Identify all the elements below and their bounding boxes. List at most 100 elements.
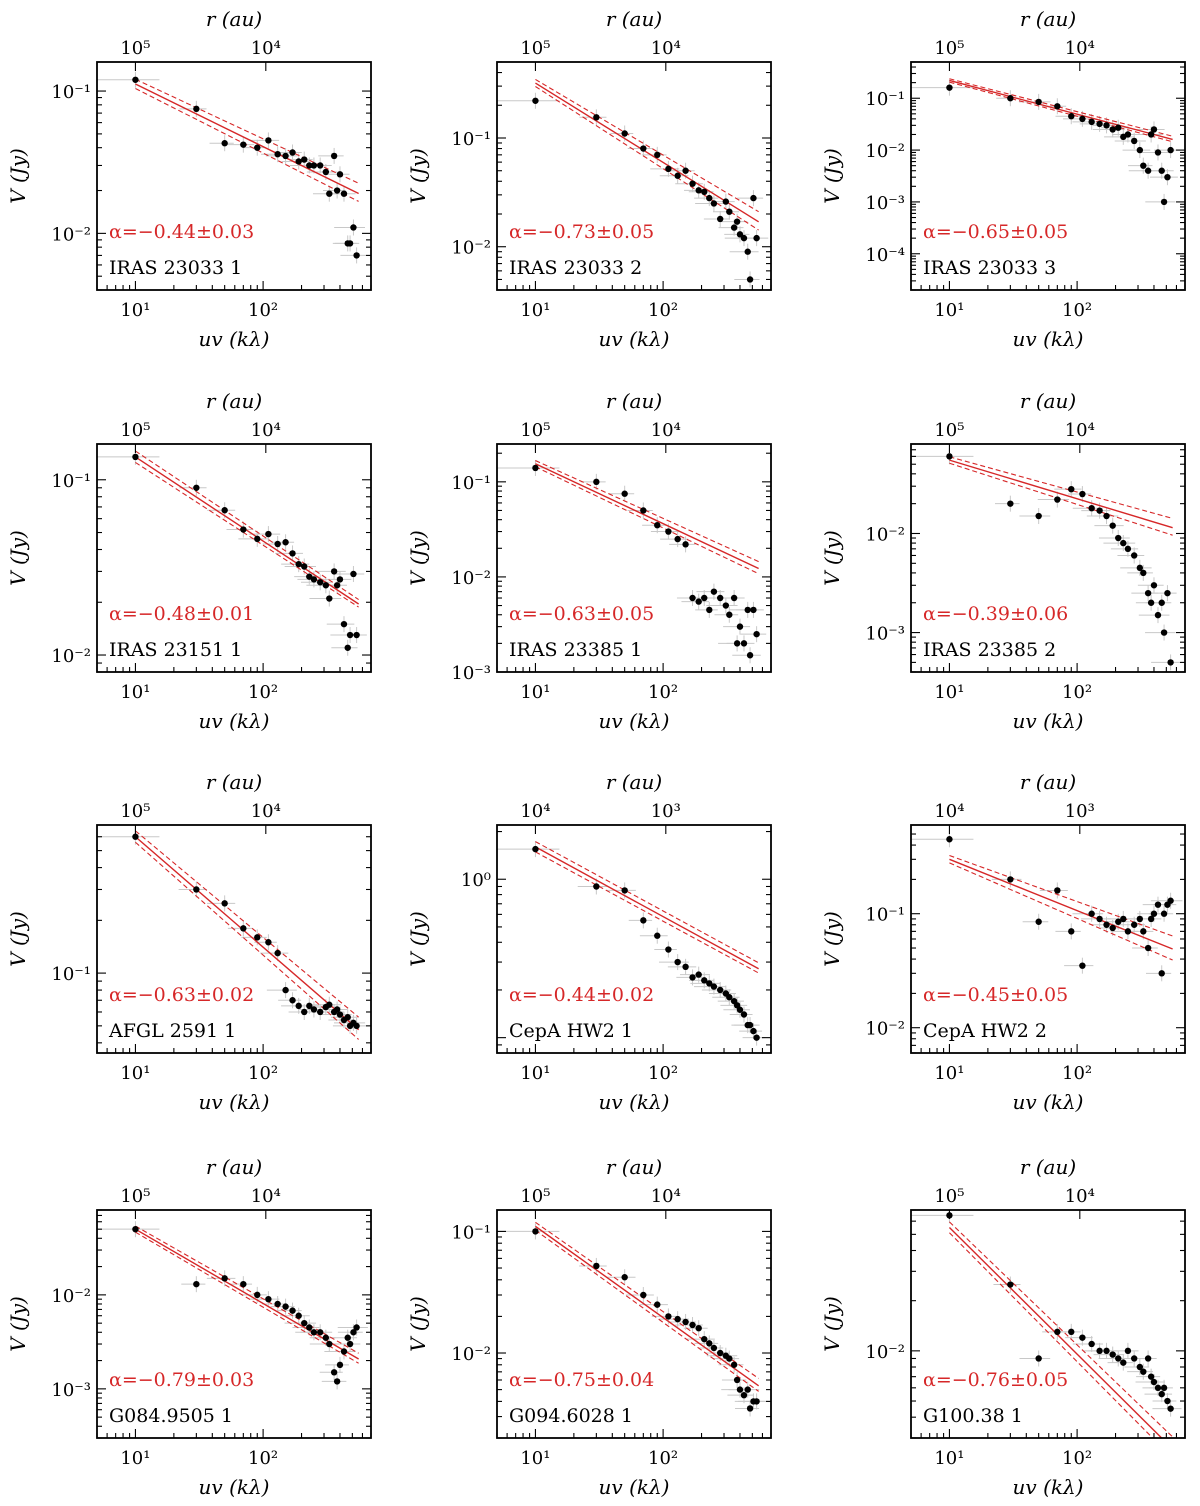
plot-frame (497, 1210, 771, 1438)
data-point (621, 1274, 627, 1280)
alpha-annotation: α=−0.65±0.05 (923, 221, 1068, 243)
data-point (326, 595, 332, 601)
data-point (254, 1292, 260, 1298)
source-label: G094.6028 1 (509, 1405, 633, 1427)
source-label: IRAS 23033 1 (109, 257, 242, 279)
data-point (301, 156, 307, 162)
fit-line (135, 457, 358, 604)
data-point (665, 946, 671, 952)
chart-panel-1: 10¹ 10²10⁻²10⁻¹10⁵ 10⁴uv (kλ)r (au)V (Jy)α… (6, 7, 371, 351)
top-axis-label: r (au) (206, 389, 262, 413)
fit-upper-bound (135, 1226, 358, 1353)
data-point (1096, 1348, 1102, 1354)
y-tick-label: 10⁻² (451, 1344, 491, 1365)
data-point (753, 235, 759, 241)
data-point (593, 1263, 599, 1269)
plot-area (909, 79, 1180, 210)
x-axis-label: uv (kλ) (199, 1475, 270, 1499)
data-point (654, 1301, 660, 1307)
alpha-annotation: α=−0.45±0.05 (923, 984, 1068, 1006)
data-point (265, 137, 271, 143)
data-point (306, 1324, 312, 1330)
alpha-annotation: α=−0.63±0.05 (509, 603, 654, 625)
data-point (1148, 600, 1154, 606)
fit-line (949, 859, 1172, 949)
data-point (317, 1329, 323, 1335)
top-tick-label: 10⁴ (251, 420, 281, 441)
chart-panel-6: 10¹ 10²10⁻³10⁻²10⁵ 10⁴uv (kλ)r (au)V (Jy)α… (820, 389, 1185, 733)
data-point (1035, 919, 1041, 925)
x-axis-label: uv (kλ) (199, 709, 270, 733)
y-tick-label: 10⁻¹ (451, 1222, 491, 1243)
y-axis-label: V (Jy) (820, 1296, 844, 1352)
chart-panel-10: 10¹ 10² 10⁻³ 10⁻² 10⁵ 10⁴ uv (kλ) r (au) V (Jy) α… (6, 1155, 371, 1499)
data-point (1167, 1405, 1173, 1411)
data-point (741, 1392, 747, 1398)
source-label: IRAS 23385 2 (923, 639, 1056, 661)
data-point (747, 652, 753, 658)
plot-frame (911, 825, 1185, 1053)
fit-upper-bound (135, 79, 358, 183)
data-point (1088, 1341, 1094, 1347)
data-point (334, 1378, 340, 1384)
source-label: CepA HW2 1 (509, 1020, 633, 1042)
data-point (282, 987, 288, 993)
data-point (311, 162, 317, 168)
data-point (1145, 1355, 1151, 1361)
fit-lower-bound (535, 87, 758, 231)
data-point (345, 1014, 351, 1020)
data-point (1096, 507, 1102, 513)
data-point (311, 1329, 317, 1335)
data-point (1035, 1355, 1041, 1361)
data-point (665, 1313, 671, 1319)
plot-frame (497, 825, 771, 1053)
y-axis-label: V (Jy) (6, 911, 30, 967)
top-tick-label: 10⁵ (934, 38, 964, 59)
data-point (350, 224, 356, 230)
data-point (221, 900, 227, 906)
top-tick-label: 10⁵ (120, 38, 150, 59)
data-point (301, 1320, 307, 1326)
alpha-annotation: α=−0.48±0.01 (109, 603, 254, 625)
alpha-annotation: α=−0.63±0.02 (109, 984, 254, 1006)
data-point (240, 1281, 246, 1287)
x-tick-label: 10¹ (120, 1063, 150, 1084)
plot-area (95, 1221, 368, 1389)
top-tick-label: 10⁵ (120, 420, 150, 441)
alpha-annotation: α=−0.79±0.03 (109, 1369, 254, 1391)
top-axis-label: r (au) (606, 1155, 662, 1179)
data-point (254, 934, 260, 940)
data-point (689, 1322, 695, 1328)
chart-panel-9: 10¹ 10²10⁻²10⁻¹10⁴ 10³uv (kλ)r (au)V (Jy)α… (820, 770, 1185, 1114)
plot-frame (97, 444, 371, 672)
data-point (532, 846, 538, 852)
data-point (621, 887, 627, 893)
fit-lower-bound (535, 1230, 758, 1391)
plot-frame (911, 62, 1185, 290)
data-point (532, 1228, 538, 1234)
source-label: IRAS 23033 2 (509, 257, 642, 279)
data-point (331, 153, 337, 159)
data-point (1131, 922, 1137, 928)
data-point (726, 612, 732, 618)
x-axis-label: uv (kλ) (599, 327, 670, 351)
data-point (665, 166, 671, 172)
alpha-annotation: α=−0.44±0.03 (109, 221, 254, 243)
data-point (337, 1011, 343, 1017)
data-point (717, 216, 723, 222)
data-point (1079, 1334, 1085, 1340)
y-tick-label: 10⁻¹ (865, 89, 905, 110)
data-point (1161, 199, 1167, 205)
data-point (347, 1341, 353, 1347)
data-point (731, 224, 737, 230)
plot-frame (911, 1210, 1185, 1438)
fit-line (949, 460, 1172, 528)
y-tick-label: 10⁻² (865, 524, 905, 545)
fit-upper-bound (535, 79, 758, 211)
data-point (1109, 126, 1115, 132)
top-tick-label: 10³ (651, 801, 681, 822)
x-tick-label: 10² (248, 1448, 278, 1469)
y-tick-label: 10⁻³ (865, 624, 905, 645)
data-point (1140, 928, 1146, 934)
data-point (1007, 876, 1013, 882)
